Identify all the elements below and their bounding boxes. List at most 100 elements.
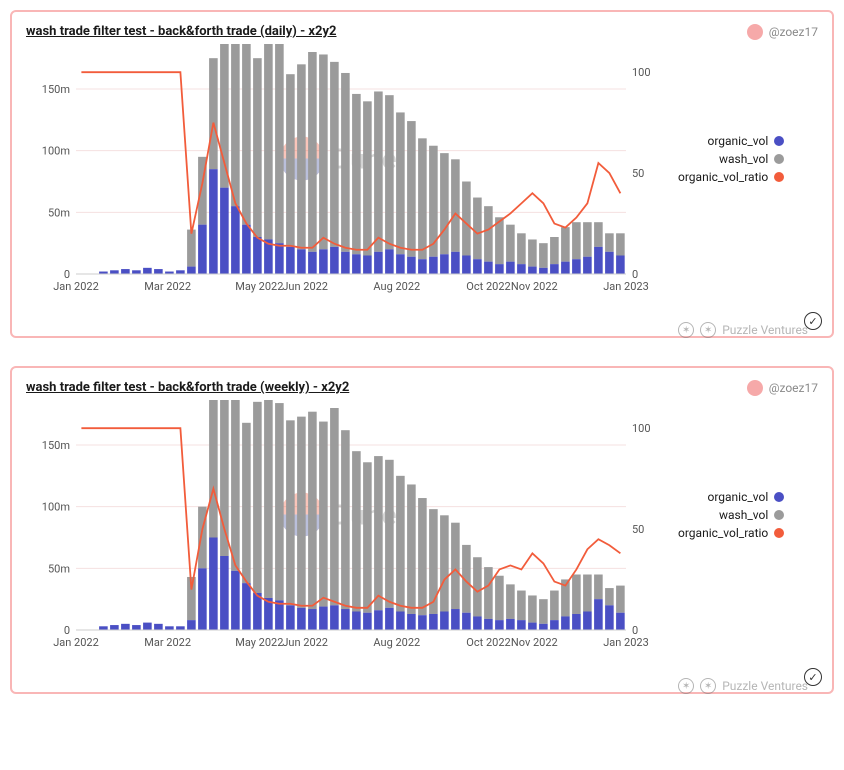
bar-wash (286, 74, 295, 247)
watermark-text: Puzzle Ventures (722, 679, 808, 693)
legend-item[interactable]: organic_vol (678, 134, 784, 148)
bar-organic (176, 626, 185, 630)
bar-wash (484, 567, 493, 619)
chart-plot: Dune 050m100m150m050100Jan 2022Mar 2022M… (26, 44, 666, 304)
bar-wash (440, 153, 449, 254)
legend-label: organic_vol_ratio (678, 526, 768, 540)
chart-card-daily: wash trade filter test - back&forth trad… (10, 10, 834, 338)
bar-wash (319, 422, 328, 607)
bar-organic (275, 243, 284, 274)
y-left-tick-label: 50m (48, 206, 70, 219)
bar-organic (143, 623, 152, 630)
bar-organic (187, 267, 196, 274)
bar-organic (528, 623, 537, 630)
bar-wash (187, 230, 196, 267)
watermark-icon: ✶ (678, 678, 694, 694)
legend-item[interactable]: organic_vol_ratio (678, 170, 784, 184)
x-tick-label: Oct 2022 (466, 636, 510, 649)
bar-wash (429, 509, 438, 614)
x-tick-label: Jan 2022 (53, 636, 99, 649)
legend-swatch (774, 492, 784, 502)
bar-wash (396, 112, 405, 254)
bar-organic (616, 256, 625, 275)
author-avatar-icon (747, 24, 763, 40)
bar-wash (605, 588, 614, 605)
bar-wash (539, 599, 548, 624)
chart-card-weekly: wash trade filter test - back&forth trad… (10, 366, 834, 694)
bar-wash (374, 91, 383, 251)
bar-organic (451, 252, 460, 274)
watermark: ✶ ✶ Puzzle Ventures (678, 322, 808, 338)
chart-title-link[interactable]: wash trade filter test - back&forth trad… (26, 24, 337, 39)
plot-area[interactable]: Dune 050m100m150m050100Jan 2022Mar 2022M… (26, 400, 666, 664)
bar-wash (231, 44, 240, 206)
bar-organic (451, 609, 460, 630)
bar-wash (275, 44, 284, 243)
bar-organic (308, 609, 317, 630)
bar-organic (583, 612, 592, 631)
legend-item[interactable]: organic_vol (678, 490, 784, 504)
bar-organic (385, 249, 394, 274)
bar-organic (341, 252, 350, 274)
chart-body: Dune 050m100m150m050100Jan 2022Mar 2022M… (26, 44, 818, 308)
legend-item[interactable]: wash_vol (678, 508, 784, 522)
bar-organic (275, 600, 284, 630)
bar-organic (209, 538, 218, 631)
bar-organic (605, 605, 614, 630)
bar-organic (385, 608, 394, 630)
author-badge[interactable]: @zoez17 (747, 24, 818, 40)
bar-wash (308, 412, 317, 609)
bar-wash (264, 44, 273, 239)
x-tick-label: Mar 2022 (144, 636, 191, 649)
bar-organic (517, 264, 526, 274)
bar-wash (616, 586, 625, 613)
watermark-icon: ✶ (700, 322, 716, 338)
bar-organic (231, 206, 240, 274)
bar-wash (231, 400, 240, 571)
watermark-icon: ✶ (700, 678, 716, 694)
bar-organic (297, 608, 306, 630)
legend: organic_vol wash_vol organic_vol_ratio (678, 134, 784, 188)
plot-area[interactable]: Dune 050m100m150m050100Jan 2022Mar 2022M… (26, 44, 666, 308)
x-tick-label: Aug 2022 (373, 280, 420, 293)
x-tick-label: Jan 2022 (53, 280, 99, 293)
watermark-text: Puzzle Ventures (722, 323, 808, 337)
bar-wash (209, 58, 218, 169)
bar-organic (583, 257, 592, 274)
bar-organic (330, 605, 339, 630)
bar-wash (616, 233, 625, 255)
bar-wash (363, 462, 372, 612)
y-right-tick-label: 100 (632, 422, 651, 435)
bar-wash (583, 222, 592, 257)
bar-organic (187, 620, 196, 630)
legend-item[interactable]: organic_vol_ratio (678, 526, 784, 540)
bar-organic (550, 264, 559, 274)
bar-wash (264, 400, 273, 598)
author-badge[interactable]: @zoez17 (747, 380, 818, 396)
bar-organic (462, 256, 471, 275)
author-handle: @zoez17 (769, 25, 818, 39)
chart-body: Dune 050m100m150m050100Jan 2022Mar 2022M… (26, 400, 818, 664)
y-left-tick-label: 150m (42, 83, 70, 96)
bar-organic (209, 169, 218, 274)
chart-title-link[interactable]: wash trade filter test - back&forth trad… (26, 380, 349, 395)
legend-item[interactable]: wash_vol (678, 152, 784, 166)
bar-organic (418, 615, 427, 630)
bar-organic (550, 620, 559, 630)
bar-wash (407, 484, 416, 614)
bar-wash (275, 403, 284, 600)
x-tick-label: Jun 2022 (282, 636, 328, 649)
bar-organic (132, 625, 141, 630)
bar-organic (396, 254, 405, 274)
bar-organic (418, 259, 427, 274)
legend-label: wash_vol (719, 508, 768, 522)
legend-swatch (774, 510, 784, 520)
bar-organic (407, 257, 416, 274)
legend-label: organic_vol (707, 134, 768, 148)
x-tick-label: Mar 2022 (144, 280, 191, 293)
bar-organic (110, 270, 119, 274)
bar-organic (363, 613, 372, 630)
legend-swatch (774, 154, 784, 164)
bar-organic (143, 268, 152, 274)
bar-organic (374, 610, 383, 630)
